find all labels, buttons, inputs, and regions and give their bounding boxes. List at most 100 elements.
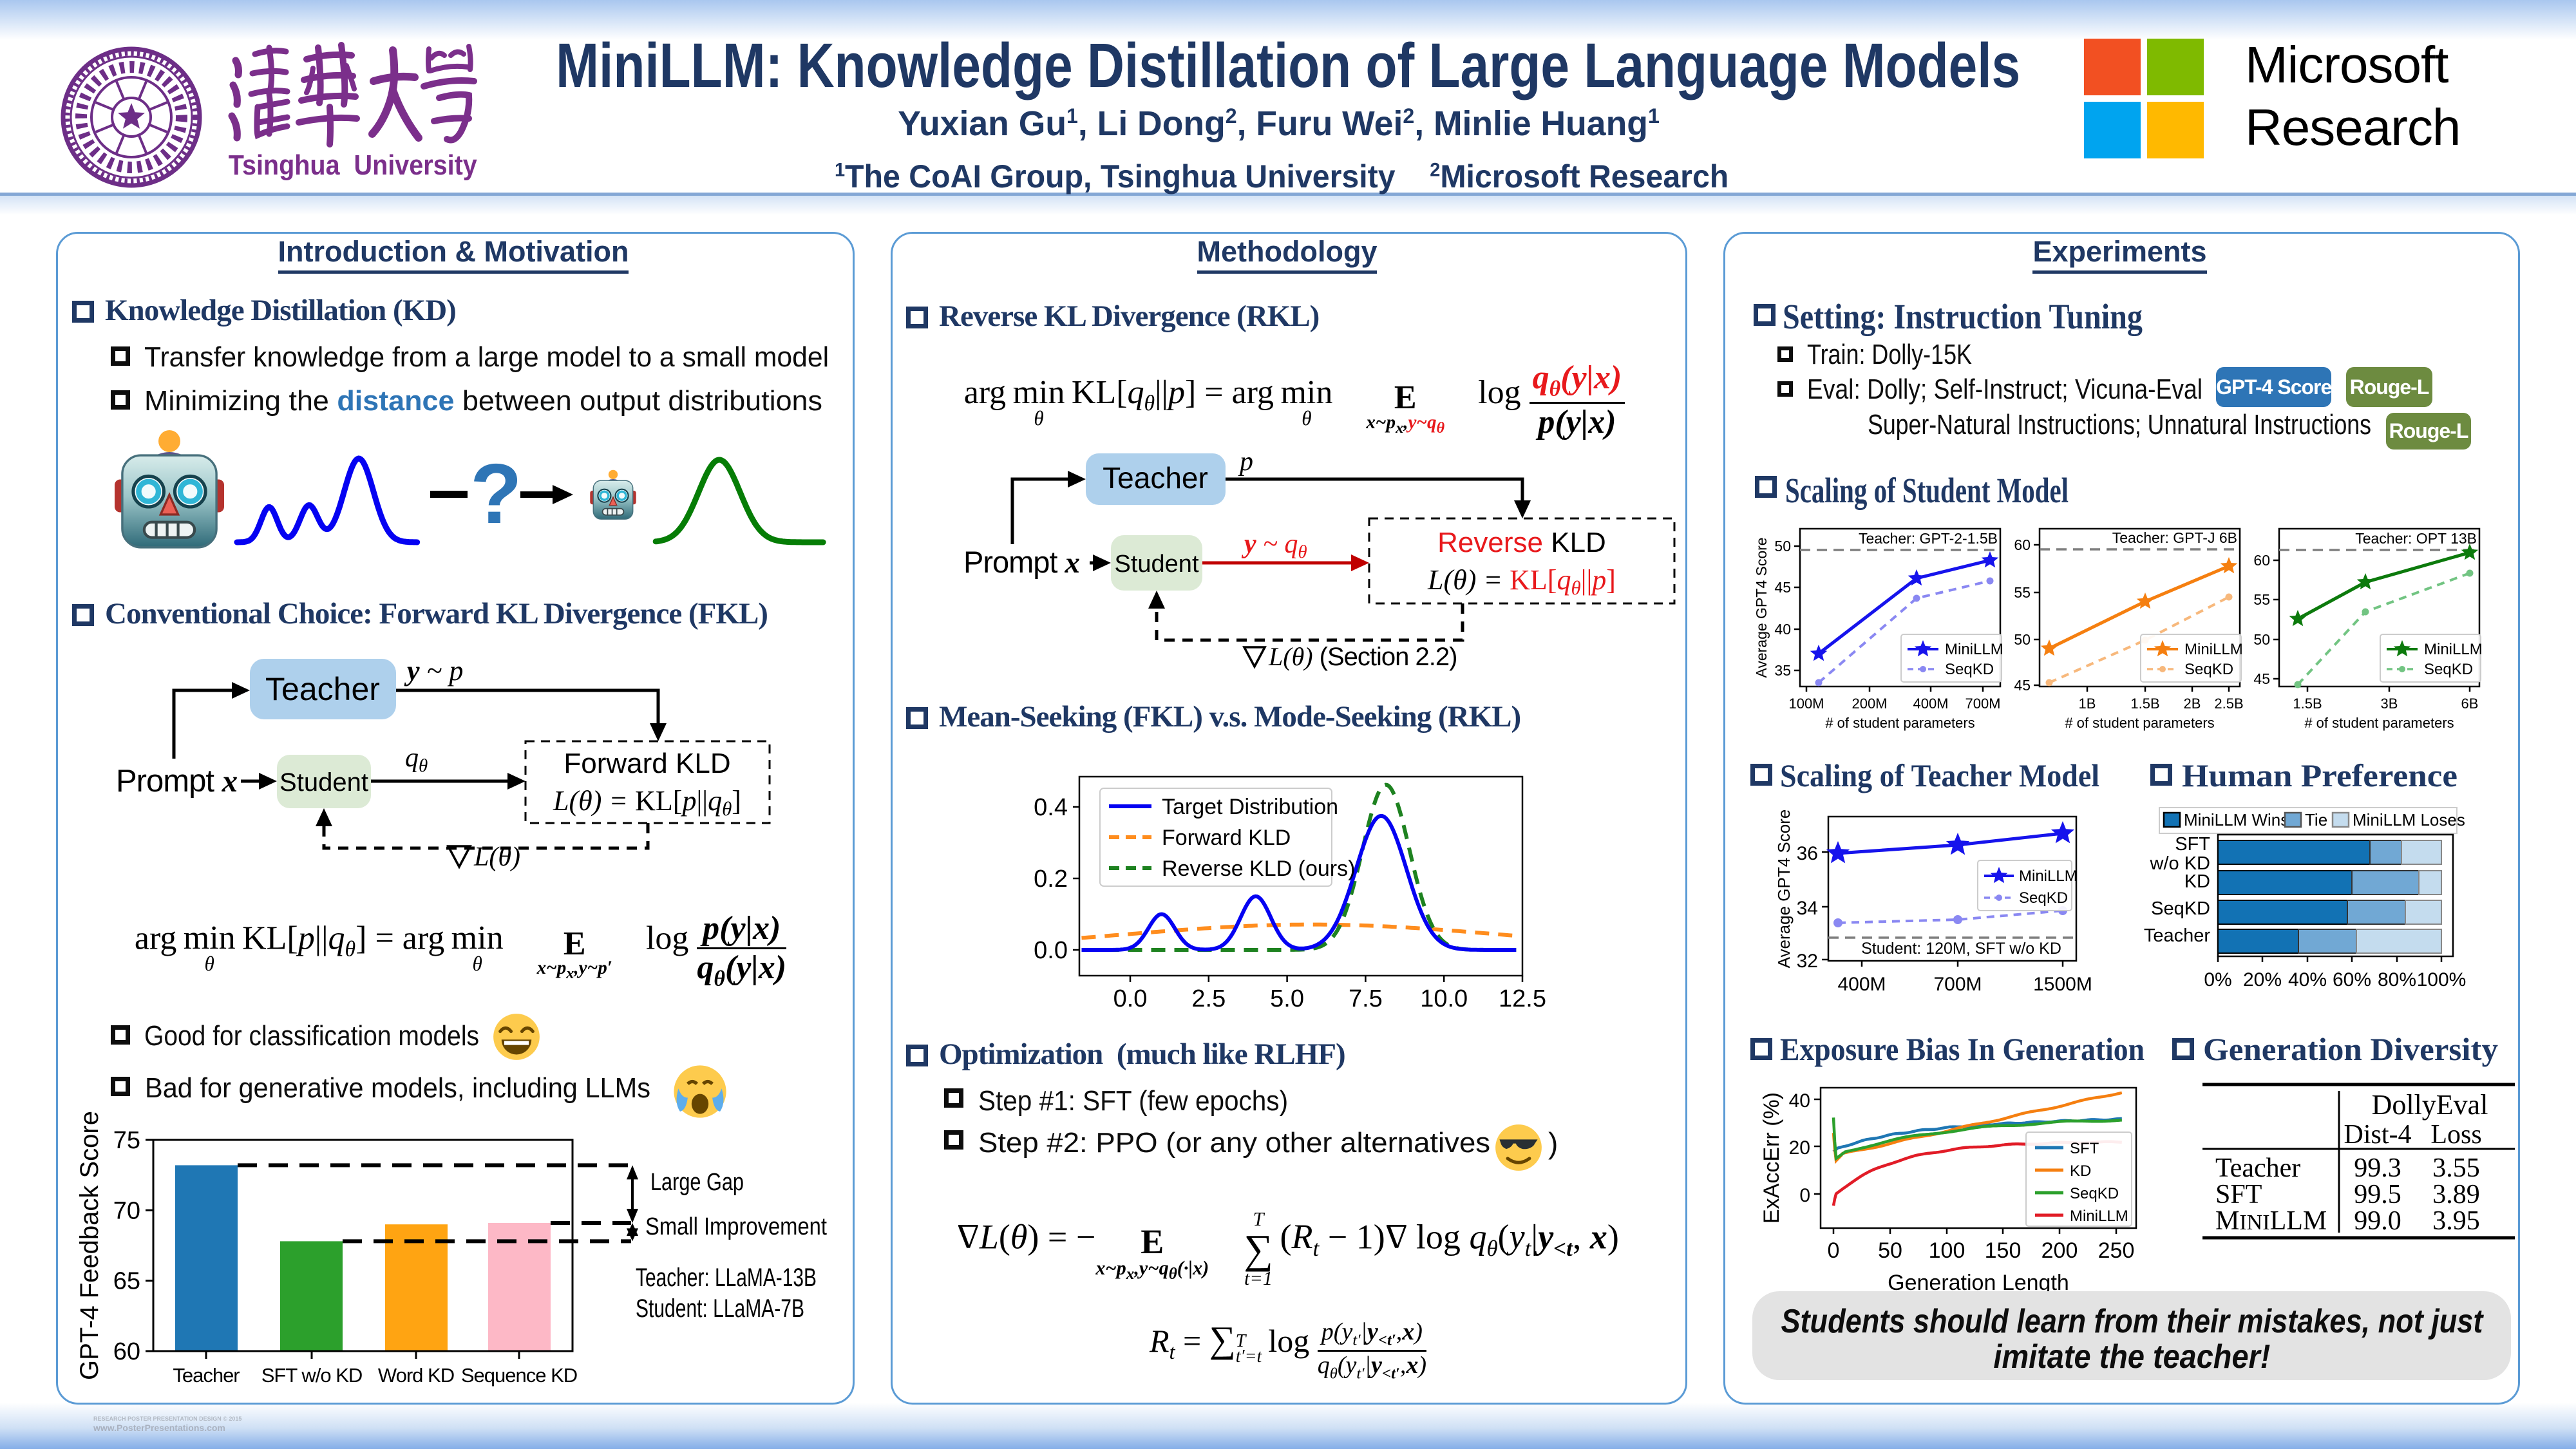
- svg-text:20%: 20%: [2243, 969, 2282, 990]
- svg-text:50: 50: [2253, 631, 2270, 648]
- svg-text:SeqKD: SeqKD: [1945, 661, 1994, 678]
- svg-text:60: 60: [2014, 536, 2031, 553]
- svg-text:400M: 400M: [1837, 974, 1886, 995]
- svg-text:p: p: [1238, 447, 1253, 477]
- svg-text:KD: KD: [2070, 1162, 2091, 1180]
- svg-text:12.5: 12.5: [1499, 985, 1546, 1012]
- svg-text:Teacher: Teacher: [1103, 461, 1208, 495]
- svg-text:6B: 6B: [2461, 696, 2479, 712]
- svg-text:SeqKD: SeqKD: [2151, 898, 2210, 919]
- svg-text:Student: Student: [279, 768, 368, 797]
- svg-text:Prompt x: Prompt x: [116, 763, 238, 799]
- svg-text:Teacher: OPT 13B: Teacher: OPT 13B: [2355, 530, 2477, 547]
- svg-text:1.5B: 1.5B: [2293, 696, 2322, 712]
- svg-text:Teacher: GPT-2-1.5B: Teacher: GPT-2-1.5B: [1859, 530, 1998, 547]
- svg-text:L(θ) = KL[qθ||p]: L(θ) = KL[qθ||p]: [1427, 564, 1616, 599]
- svg-text:Average GPT4 Score: Average GPT4 Score: [1774, 810, 1794, 969]
- svg-text:0.0: 0.0: [1034, 937, 1068, 964]
- svg-text:KD: KD: [2184, 871, 2210, 892]
- svg-text:Reverse KLD (ours): Reverse KLD (ours): [1162, 857, 1355, 881]
- svg-text:50: 50: [1774, 538, 1791, 554]
- svg-text:0: 0: [1799, 1185, 1810, 1206]
- svg-text:99.0: 99.0: [2354, 1206, 2401, 1236]
- svg-text:GPT-4 Feedback Score: GPT-4 Feedback Score: [75, 1111, 104, 1380]
- svg-text:7.5: 7.5: [1349, 985, 1383, 1012]
- svg-text:L(θ) (Section 2.2): L(θ) (Section 2.2): [1268, 642, 1457, 671]
- svg-text:1B: 1B: [2079, 696, 2096, 712]
- svg-text:Prompt x: Prompt x: [963, 545, 1080, 580]
- svg-text:Target Distribution: Target Distribution: [1162, 795, 1338, 819]
- svg-text:L(θ): L(θ): [473, 842, 520, 872]
- svg-text:0.2: 0.2: [1034, 866, 1068, 893]
- svg-text:qθ: qθ: [405, 743, 428, 776]
- svg-text:10.0: 10.0: [1420, 985, 1468, 1012]
- svg-text:MiniLLM Loses: MiniLLM Loses: [2353, 810, 2465, 829]
- svg-text:0.4: 0.4: [1034, 794, 1068, 821]
- svg-text:36: 36: [1797, 843, 1818, 864]
- svg-text:60: 60: [2253, 552, 2270, 569]
- svg-text:20: 20: [1789, 1137, 1810, 1159]
- svg-text:35: 35: [1774, 662, 1791, 679]
- svg-text:# of teacher parameters: # of teacher parameters: [1863, 1010, 2041, 1013]
- svg-text:Average GPT4 Score: Average GPT4 Score: [1753, 537, 1770, 677]
- svg-text:55: 55: [2014, 584, 2031, 601]
- svg-text:Generation Length: Generation Length: [1888, 1271, 2069, 1294]
- svg-text:MiniLLM Wins: MiniLLM Wins: [2184, 810, 2289, 829]
- svg-text:2.5B: 2.5B: [2214, 696, 2243, 712]
- svg-text:45: 45: [2014, 677, 2031, 694]
- svg-text:MiniLLM: MiniLLM: [2184, 641, 2243, 658]
- svg-text:# of student parameters: # of student parameters: [2304, 715, 2454, 731]
- svg-text:70: 70: [113, 1197, 140, 1224]
- svg-text:250: 250: [2098, 1238, 2135, 1263]
- svg-text:40: 40: [1789, 1090, 1810, 1112]
- svg-text:80%: 80%: [2378, 969, 2416, 990]
- svg-text:MiniLLM: MiniLLM: [2424, 641, 2483, 658]
- svg-text:0.0: 0.0: [1113, 985, 1148, 1012]
- svg-text:Reverse KLD: Reverse KLD: [1437, 527, 1606, 558]
- svg-text:55: 55: [2253, 591, 2270, 608]
- svg-text:Student: 120M, SFT w/o KD: Student: 120M, SFT w/o KD: [1861, 940, 2061, 958]
- svg-text:700M: 700M: [1965, 696, 2000, 712]
- svg-text:3.95: 3.95: [2432, 1206, 2480, 1236]
- svg-text:99.3: 99.3: [2354, 1153, 2401, 1183]
- svg-text:w/o KD: w/o KD: [2150, 853, 2210, 874]
- svg-text:?: ?: [470, 446, 522, 541]
- svg-text:99.5: 99.5: [2354, 1180, 2401, 1209]
- svg-text:3B: 3B: [2381, 696, 2398, 712]
- svg-text:Teacher: GPT-J 6B: Teacher: GPT-J 6B: [2112, 529, 2237, 546]
- svg-text:Word KD: Word KD: [378, 1364, 454, 1387]
- svg-text:Forward KLD: Forward KLD: [1162, 826, 1291, 850]
- svg-text:150: 150: [1985, 1238, 2022, 1263]
- svg-text:Teacher: Teacher: [2144, 925, 2211, 946]
- svg-text:3.55: 3.55: [2432, 1153, 2480, 1183]
- svg-text:40%: 40%: [2288, 969, 2327, 990]
- svg-text:Sequence KD: Sequence KD: [461, 1364, 577, 1387]
- svg-text:5.0: 5.0: [1270, 985, 1304, 1012]
- svg-text:45: 45: [2253, 670, 2270, 687]
- svg-text:SeqKD: SeqKD: [2424, 661, 2473, 678]
- svg-text:2B: 2B: [2184, 696, 2201, 712]
- svg-text:Teacher: Teacher: [2215, 1153, 2300, 1183]
- svg-text:SFT: SFT: [2215, 1180, 2262, 1209]
- svg-text:100%: 100%: [2417, 969, 2467, 990]
- svg-text:60%: 60%: [2333, 969, 2371, 990]
- svg-text:32: 32: [1797, 951, 1818, 972]
- svg-text:2.5: 2.5: [1191, 985, 1226, 1012]
- svg-text:Student: Student: [1115, 551, 1199, 578]
- svg-text:Tie: Tie: [2305, 810, 2327, 829]
- svg-text:40: 40: [1774, 621, 1791, 638]
- svg-text:100M: 100M: [1788, 696, 1824, 712]
- svg-text:700M: 700M: [1933, 974, 1982, 995]
- svg-text:MINILLM: MINILLM: [2215, 1206, 2327, 1236]
- svg-text:0%: 0%: [2204, 969, 2231, 990]
- svg-text:65: 65: [113, 1268, 140, 1295]
- svg-text:75: 75: [113, 1127, 140, 1154]
- svg-text:Loss: Loss: [2430, 1120, 2481, 1150]
- svg-text:DollyEval: DollyEval: [2372, 1089, 2488, 1121]
- svg-text:Teacher: Teacher: [265, 671, 380, 707]
- svg-text:SeqKD: SeqKD: [2070, 1185, 2119, 1202]
- svg-text:SFT: SFT: [2070, 1140, 2099, 1157]
- svg-text:200M: 200M: [1852, 696, 1887, 712]
- svg-text:MiniLLM: MiniLLM: [1945, 641, 2003, 658]
- svg-text:Teacher: Teacher: [173, 1364, 240, 1387]
